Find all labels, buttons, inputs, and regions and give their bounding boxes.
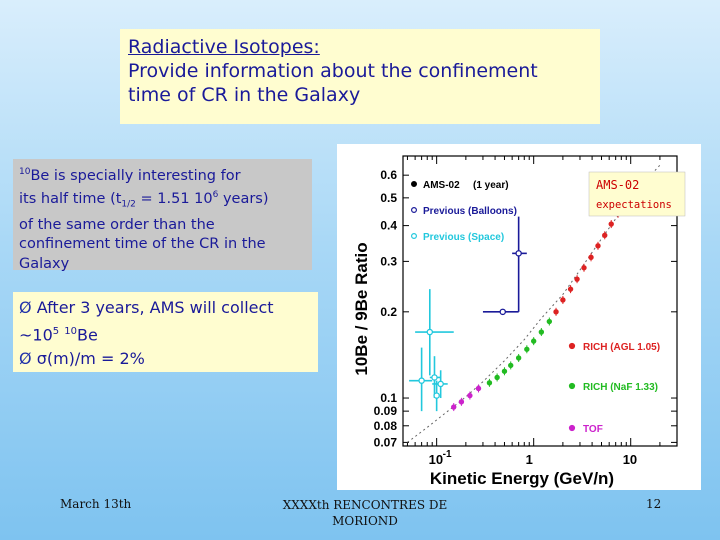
data-point-rich-naf-1-33 (530, 338, 537, 344)
data-point-rich-agl-1-05 (581, 265, 587, 271)
info-line-3: of the same order than the (19, 216, 215, 233)
x-tick-label: 10 (623, 452, 637, 467)
footer-date: March 13th (60, 497, 132, 511)
annotation-line-1: AMS-02 (596, 178, 639, 192)
data-point-rich-naf-1-33 (508, 362, 514, 369)
info-line-5: Galaxy (19, 255, 70, 272)
data-point-rich-naf-1-33 (494, 374, 500, 381)
data-point-previous-space (426, 328, 434, 336)
data-point-rich-agl-1-05 (553, 309, 559, 315)
title-line-1: Radiactive Isotopes: (128, 36, 320, 58)
bullet-1-pre: ~10 (19, 325, 53, 345)
info-line2-mid: = 1.51 10 (135, 191, 213, 208)
bullet-1-exp: 5 (52, 326, 60, 337)
y-tick-label: 0.09 (374, 404, 398, 418)
data-point-rich-agl-1-05 (560, 297, 566, 303)
title-line-2: Provide information about the confinemen… (128, 60, 538, 82)
data-point-rich-agl-1-05 (595, 243, 601, 249)
data-point-rich-agl-1-05 (588, 254, 594, 261)
half-life-subscript: 1/2 (121, 200, 136, 211)
data-point-rich-naf-1-33 (486, 380, 493, 386)
bullet-1-text: After 3 years, AMS will collect (36, 298, 274, 317)
x-tick-label-exponent: -1 (443, 449, 452, 460)
title-line-3: time of CR in the Galaxy (128, 84, 361, 106)
bullet-1-mass: 10 (64, 326, 77, 337)
data-point-rich-agl-1-05 (567, 286, 574, 292)
data-point-tof (475, 385, 482, 392)
data-point-rich-naf-1-33 (538, 329, 545, 335)
data-point-previous-balloons (515, 250, 522, 257)
data-point-rich-agl-1-05 (574, 276, 580, 282)
legend-marker (568, 342, 576, 350)
info-line-2: its half time (t1/2 = 1.51 106 years) (19, 186, 306, 215)
legend-label: RICH (AGL 1.05) (583, 342, 660, 353)
footer-conference-line-1: XXXXth RENCONTRES DE (282, 498, 448, 512)
data-point-previous-space (437, 380, 444, 388)
title-box: Radiactive Isotopes: Provide information… (120, 29, 600, 124)
data-point-rich-naf-1-33 (546, 318, 553, 325)
ratio-chart: 10 -1 1 100.070.080.090.10.20.30.40.50.6Kin… (352, 155, 686, 488)
legend-label: RICH (NaF 1.33) (583, 382, 658, 393)
chart-panel: 10 -1 1 10 0.07 0.08 0.09 0.1 0.2 0.3 0.4 0.5 0.6 Kin… (337, 144, 701, 490)
data-point-tof (467, 392, 473, 399)
isotope-mass: 10 (19, 167, 31, 177)
legend-label-extra: (1 year) (473, 180, 509, 191)
legend-marker (568, 424, 576, 432)
bullet-box: Ø After 3 years, AMS will collect ~105 1… (13, 292, 318, 372)
arrow-bullet-icon: Ø (19, 349, 32, 369)
bullet-2-text: (m)/m = 2% (46, 349, 145, 369)
bullet-2: Ø σ(m)/m = 2% (19, 347, 312, 371)
annotation-box (588, 171, 686, 217)
legend-label: AMS-02 (423, 180, 460, 191)
data-point-rich-agl-1-05 (602, 232, 608, 239)
footer-conference: XXXXth RENCONTRES DE MORIOND (270, 497, 460, 529)
half-life-exponent: 6 (212, 190, 219, 201)
info-line2-pre: its half time (t (19, 191, 122, 208)
data-point-tof (458, 399, 465, 405)
data-point-rich-naf-1-33 (501, 368, 508, 374)
data-point-rich-agl-1-05 (608, 221, 614, 227)
legend-label: Previous (Space) (423, 232, 504, 243)
legend-label: TOF (583, 424, 603, 435)
annotation-line-2: expectations (596, 199, 672, 211)
legend-marker (568, 382, 576, 390)
y-tick-label: 0.3 (380, 254, 397, 268)
bullet-1-cont: ~105 10Be (19, 320, 312, 347)
info-be-text: Be is specially interesting for (30, 167, 241, 184)
y-tick-label: 0.4 (380, 219, 397, 233)
data-point-previous-space (433, 392, 440, 399)
data-point-tof (451, 404, 457, 410)
info-line2-post: years) (218, 191, 269, 208)
footer-page-number: 12 (646, 497, 662, 511)
legend-marker (410, 180, 417, 187)
bullet-1: Ø After 3 years, AMS will collect (19, 296, 312, 320)
plot-frame (402, 155, 678, 447)
data-point-previous-balloons (499, 308, 506, 316)
info-line-4: confinement time of the CR in the (19, 236, 266, 253)
y-tick-label: 0.5 (380, 191, 397, 205)
x-tick-label: 1 (526, 452, 533, 467)
y-tick-label: 0.6 (380, 168, 397, 182)
data-point-rich-naf-1-33 (524, 346, 530, 352)
data-point-previous-space (431, 374, 438, 381)
x-tick-label: 10 (429, 452, 443, 467)
legend-label: Previous (Balloons) (423, 206, 517, 217)
info-box: 10Be is specially interesting for its ha… (13, 159, 312, 272)
sigma-symbol: σ (36, 349, 47, 369)
y-tick-label: 0.07 (374, 435, 398, 449)
x-axis-label: Kinetic Energy (GeV/n) (430, 469, 614, 488)
footer-conference-line-2: MORIOND (332, 514, 398, 528)
legend-marker (410, 206, 417, 213)
legend-marker (410, 232, 417, 239)
y-axis-label: 10Be / 9Be Ratio (352, 242, 371, 375)
info-line-1: 10Be is specially interesting for (19, 163, 306, 186)
y-tick-label: 0.2 (380, 305, 397, 319)
data-point-rich-naf-1-33 (515, 355, 522, 361)
arrow-bullet-icon: Ø (19, 298, 32, 317)
data-point-previous-space (418, 377, 425, 384)
y-tick-label: 0.1 (380, 391, 397, 405)
y-tick-label: 0.08 (374, 419, 398, 433)
bullet-1-post: Be (76, 325, 98, 345)
